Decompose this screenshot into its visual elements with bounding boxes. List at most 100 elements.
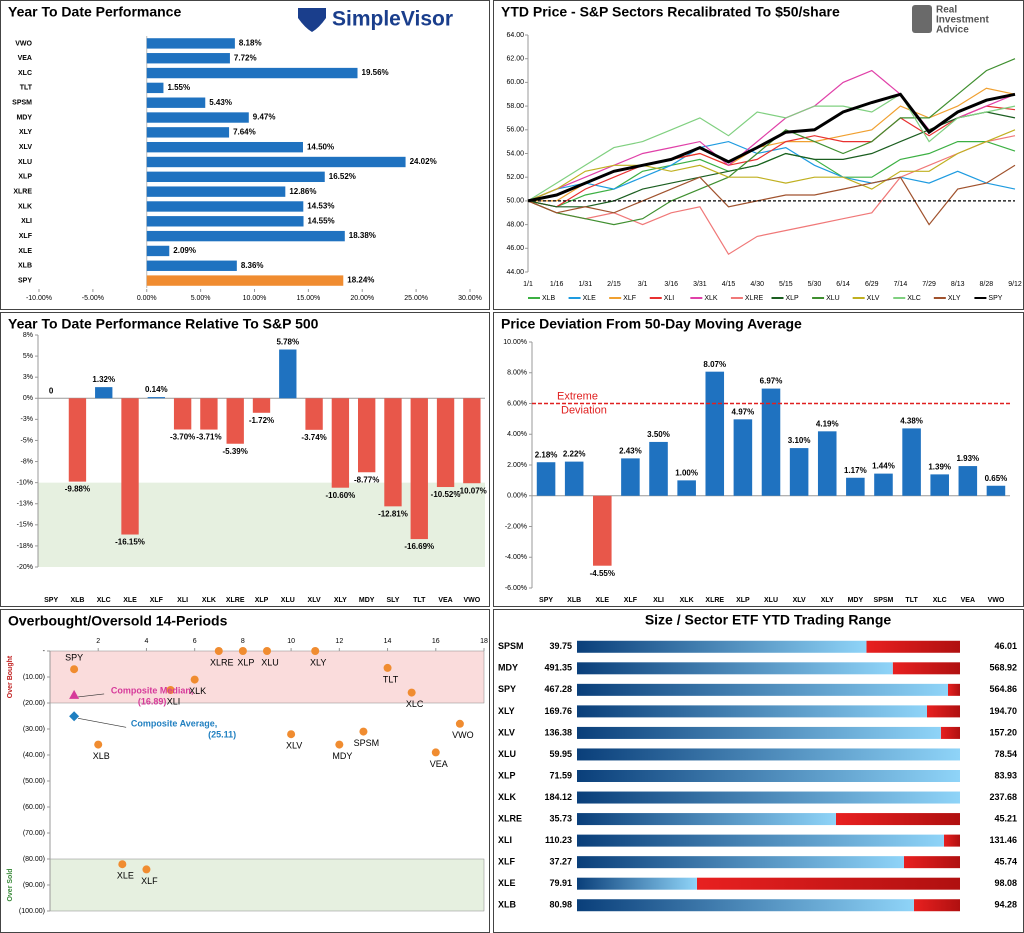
point-label: XLE [117, 871, 134, 881]
x-tick-label: 18 [480, 638, 488, 645]
legend-label: SPY [988, 295, 1002, 302]
y-tick-label: 58.00 [506, 103, 524, 110]
y-tick-label: (70.00) [23, 830, 45, 837]
y-tick-label: -6.00% [505, 585, 527, 592]
y-tick-label: 2.00% [507, 462, 527, 469]
y-tick-label: -20% [17, 564, 33, 571]
category-label: XLU [18, 159, 32, 166]
x-tick-label: SPY [539, 597, 553, 604]
y-tick-label: 62.00 [506, 56, 524, 63]
bar [146, 53, 230, 64]
low-label: 467.28 [544, 684, 572, 694]
point-label: XLRE [210, 657, 234, 667]
x-tick-label: 4/30 [750, 281, 764, 288]
annotation: (25.11) [208, 730, 236, 740]
low-label: 169.76 [544, 706, 572, 716]
point [142, 865, 151, 874]
chart-title: Size / Sector ETF YTD Trading Range [645, 612, 892, 628]
category-label: XLF [19, 233, 33, 240]
x-tick-label: TLT [413, 597, 426, 604]
bar [874, 473, 893, 496]
point [431, 748, 440, 757]
y-tick-label: 60.00 [506, 79, 524, 86]
value-label: 18.38% [349, 231, 376, 240]
y-tick-label: 8% [23, 332, 33, 339]
panel [0, 0, 490, 310]
point-label: XLU [261, 657, 279, 667]
value-label: 4.38% [900, 417, 923, 426]
average-marker [69, 711, 80, 722]
x-tick-label: 2/15 [607, 281, 621, 288]
value-label: 1.32% [92, 375, 115, 384]
x-tick-label: 1/16 [550, 281, 564, 288]
range-remaining [696, 877, 960, 890]
x-tick-label: XLI [177, 597, 188, 604]
category-label: XLP [498, 770, 516, 780]
y-tick-label: -13% [17, 501, 33, 508]
y-tick-label: 0% [23, 395, 33, 402]
x-tick-label: VWO [463, 597, 480, 604]
bar [279, 349, 297, 399]
series-line [527, 92, 1016, 203]
bar [147, 397, 166, 399]
x-tick-label: 3/16 [664, 281, 678, 288]
y-tick-label: 56.00 [506, 127, 524, 134]
point-label: XLC [406, 699, 424, 709]
y-tick-label: (80.00) [23, 856, 45, 863]
bar [817, 431, 837, 496]
x-tick-label: MDY [848, 597, 864, 604]
range-remaining [835, 813, 960, 826]
bar [146, 141, 303, 153]
value-label: 8.07% [703, 360, 726, 369]
bar [146, 127, 230, 138]
range-current [577, 834, 944, 847]
category-label: MDY [498, 663, 518, 673]
y-tick-label: (100.00) [19, 908, 45, 915]
y-tick-label: (60.00) [23, 804, 45, 811]
range-remaining [943, 834, 960, 847]
logo: Investment [936, 15, 989, 26]
legend-label: XLRE [745, 295, 764, 302]
x-tick-label: XLI [653, 597, 664, 604]
chart-title: YTD Price - S&P Sectors Recalibrated To … [501, 4, 840, 20]
legend-label: XLI [664, 295, 675, 302]
category-label: VWO [15, 40, 32, 47]
low-label: 35.73 [549, 813, 572, 823]
category-label: XLK [498, 792, 517, 802]
point [335, 740, 344, 749]
y-tick-label: 5% [23, 353, 33, 360]
point-label: MDY [332, 751, 352, 761]
high-label: 94.28 [994, 900, 1017, 910]
legend-label: XLU [826, 295, 840, 302]
x-tick-label: 20.00% [350, 295, 374, 302]
category-label: XLY [498, 706, 515, 716]
value-label: 3.10% [788, 436, 811, 445]
value-label: 5.78% [276, 338, 299, 347]
zone [49, 858, 485, 912]
point [455, 719, 464, 728]
x-tick-label: XLF [624, 597, 638, 604]
category-label: XLRE [13, 188, 32, 195]
category-label: XLU [498, 749, 516, 759]
range-current [577, 813, 836, 826]
point-label: XLF [141, 876, 158, 886]
value-label: 1.39% [928, 462, 951, 471]
zone-label: Over Sold [7, 868, 14, 901]
value-label: 1.17% [844, 466, 867, 475]
value-label: 14.55% [308, 216, 335, 225]
logo: Advice [936, 25, 969, 36]
high-label: 157.20 [989, 727, 1017, 737]
point [359, 727, 368, 736]
value-label: 24.02% [410, 157, 437, 166]
bar [146, 97, 206, 108]
x-tick-label: XLB [70, 597, 84, 604]
logo: SimpleVisor [332, 8, 453, 31]
y-tick-label: -4.00% [505, 554, 527, 561]
bar [331, 398, 350, 488]
range-current [577, 791, 960, 804]
value-label: 9.47% [253, 113, 276, 122]
bar [146, 186, 286, 197]
range-current [577, 770, 960, 782]
x-tick-label: 8/13 [951, 281, 965, 288]
range-current [577, 640, 867, 653]
